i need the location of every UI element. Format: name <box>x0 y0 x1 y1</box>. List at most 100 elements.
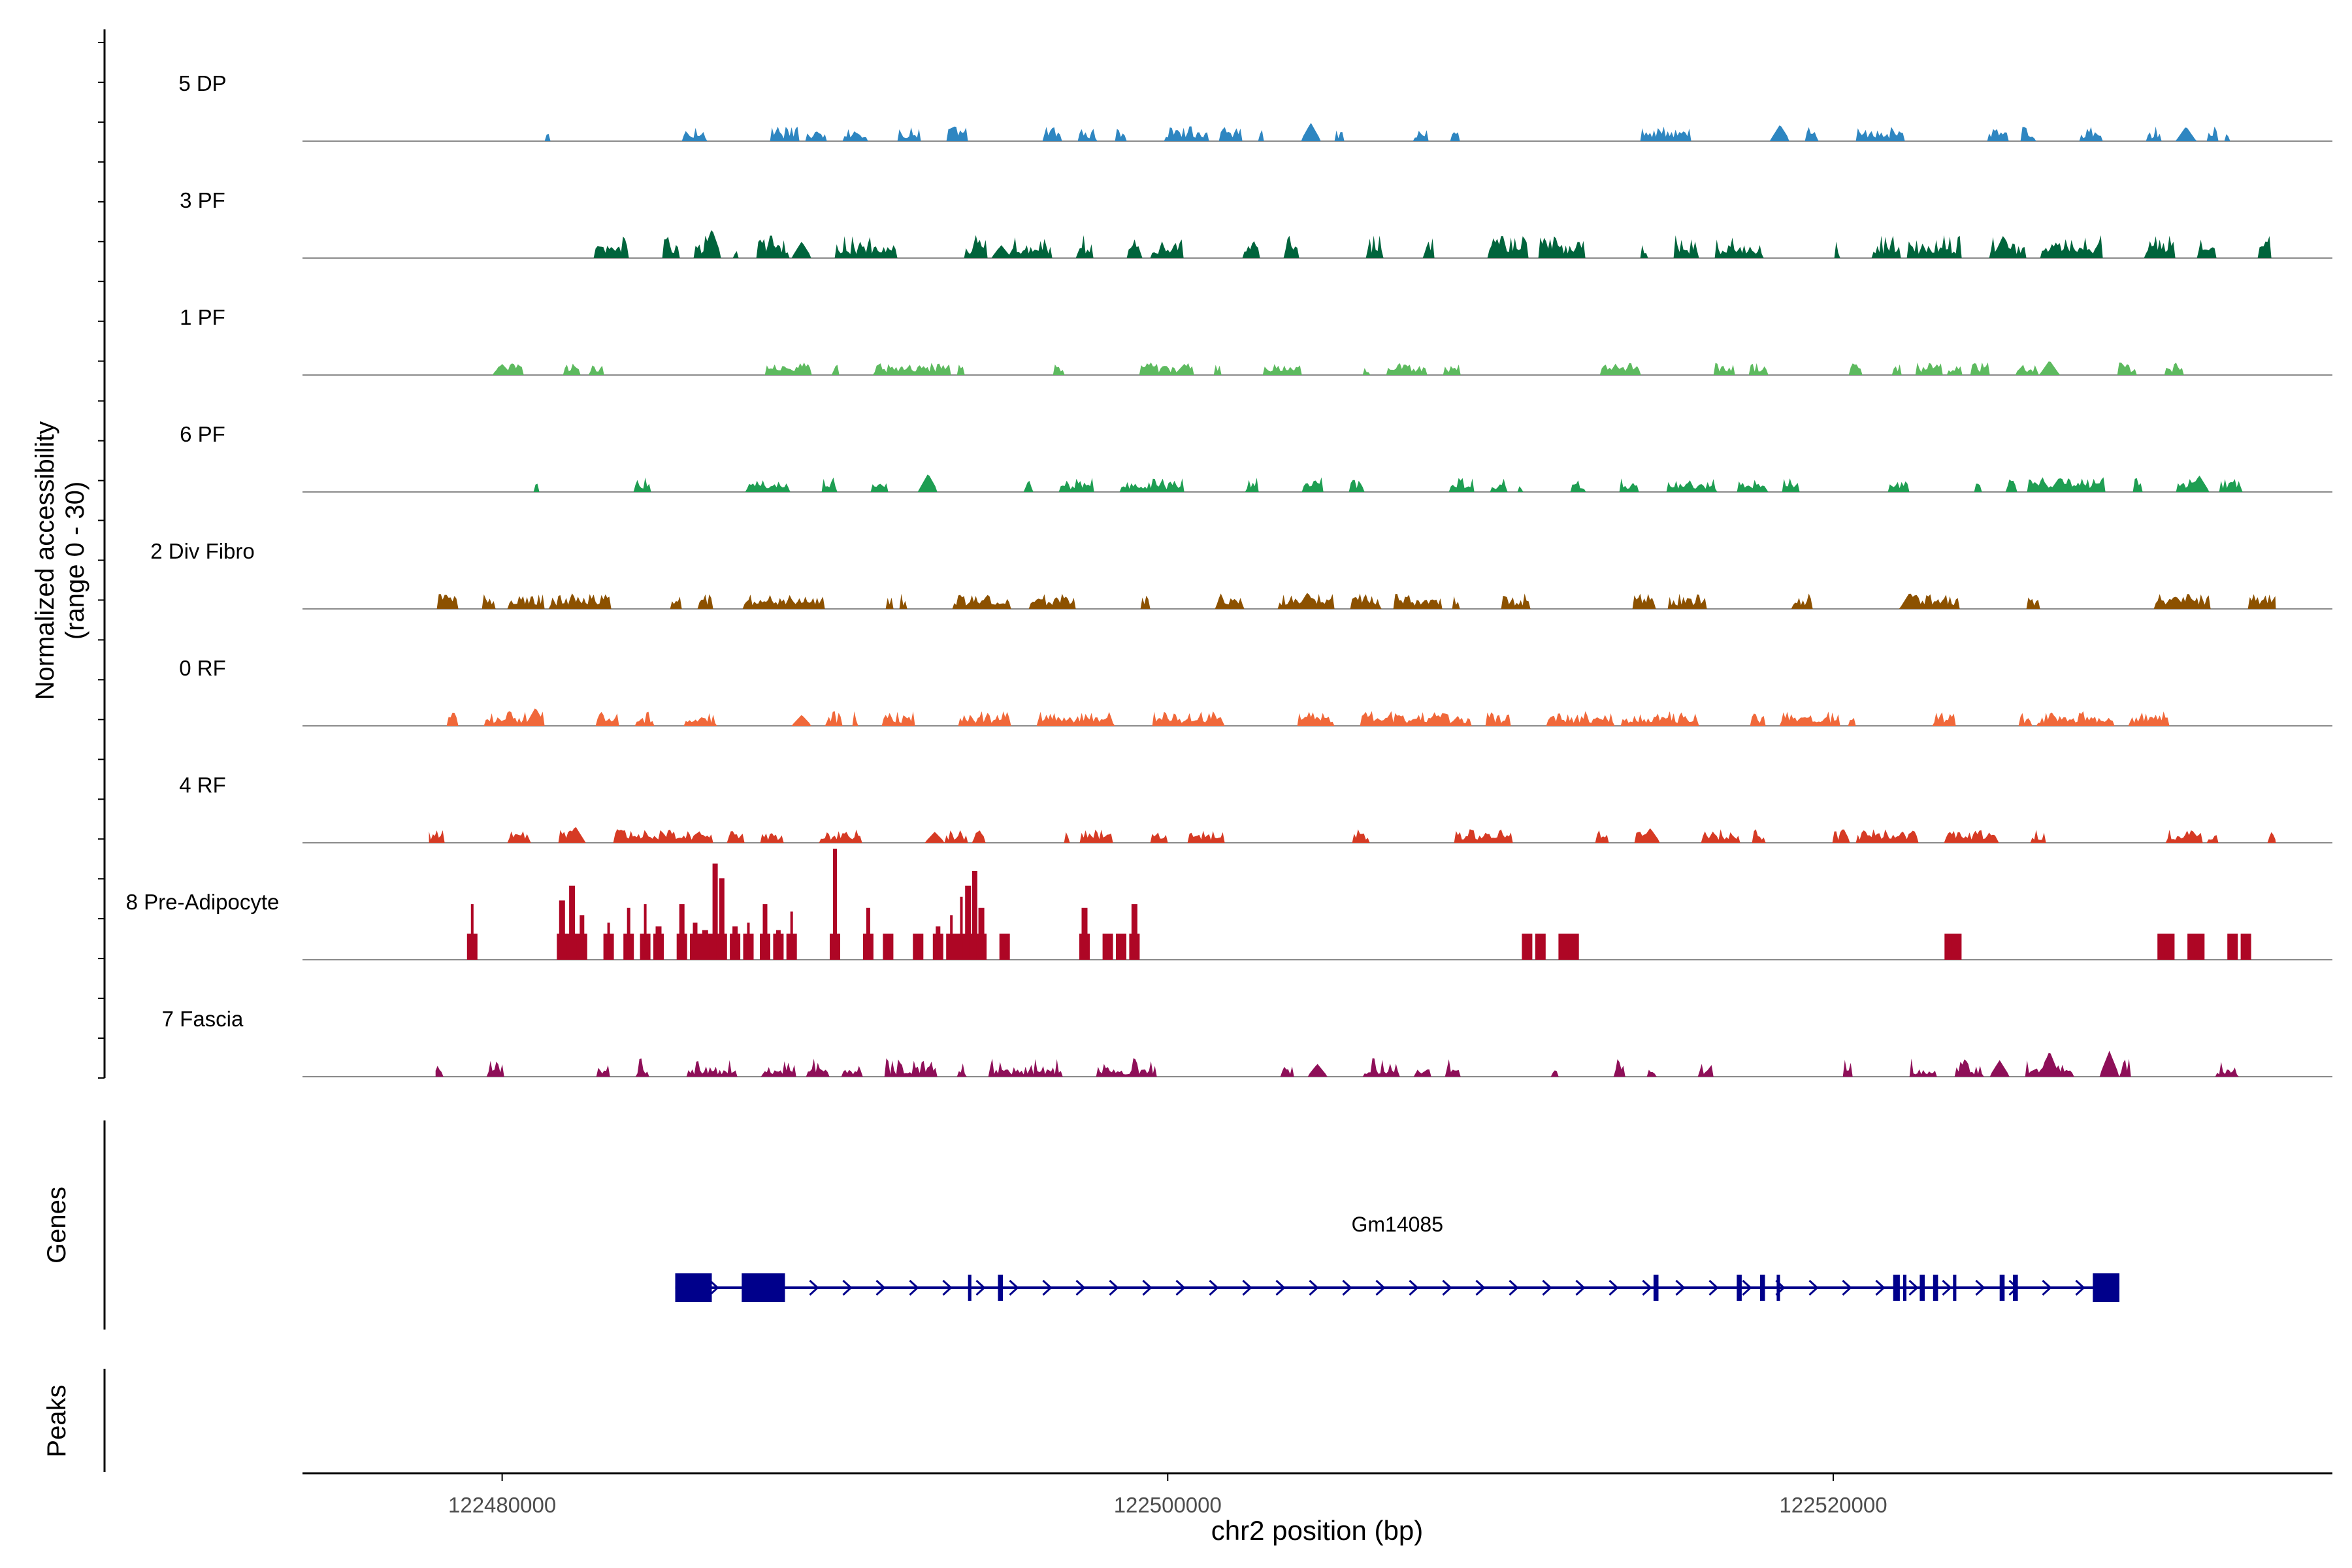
coverage-block <box>566 934 578 960</box>
coverage-area <box>429 593 2276 609</box>
coverage-block <box>1102 934 1113 960</box>
gene-exon <box>998 1275 1004 1301</box>
strand-arrow <box>1042 1279 1053 1296</box>
coverage-y-ticks <box>98 42 105 1079</box>
coverage-block <box>913 934 924 960</box>
strand-arrow <box>1242 1279 1252 1296</box>
coverage-block <box>883 934 894 960</box>
strand-arrow <box>1708 1279 1719 1296</box>
strand-arrow <box>709 1279 719 1296</box>
coverage-block <box>946 934 957 960</box>
genes-panel: Genes Gm14085 <box>42 1120 2120 1330</box>
strand-arrow <box>1609 1279 1619 1296</box>
coverage-track: 3 PF <box>180 188 2332 259</box>
strand-arrow <box>1808 1279 1819 1296</box>
coverage-spike <box>960 896 963 960</box>
strand-arrow <box>1908 1279 1919 1296</box>
coverage-block <box>623 934 634 960</box>
gene-exon <box>1903 1275 1906 1301</box>
strand-arrow <box>1342 1279 1352 1296</box>
strand-arrow <box>1475 1279 1486 1296</box>
gene-exon <box>1919 1275 1925 1301</box>
coverage-spike <box>833 849 837 960</box>
strand-arrow <box>1642 1279 1652 1296</box>
peaks-panel: Peaks <box>42 1369 106 1472</box>
coverage-block <box>1129 934 1140 960</box>
gene-exon <box>1893 1275 1900 1301</box>
coverage-spike <box>1131 904 1137 960</box>
strand-arrow <box>875 1279 886 1296</box>
strand-arrow <box>1309 1279 1319 1296</box>
x-tick-label: 122480000 <box>448 1493 556 1517</box>
gene-exon <box>2013 1275 2018 1301</box>
coverage-block <box>976 934 987 960</box>
gene-exon <box>1999 1275 2005 1301</box>
coverage-block <box>1951 934 1962 960</box>
coverage-block <box>2240 934 2251 960</box>
strand-arrow <box>1142 1279 1152 1296</box>
gene-exon <box>2093 1273 2119 1302</box>
coverage-spike <box>965 885 972 960</box>
strand-arrow <box>1875 1279 1886 1296</box>
coverage-block <box>1535 934 1546 960</box>
strand-arrow <box>1575 1279 1586 1296</box>
coverage-track: 8 Pre-Adipocyte <box>126 849 2332 960</box>
track-label: 2 Div Fibro <box>150 539 255 563</box>
strand-arrow <box>1375 1279 1386 1296</box>
track-label: 6 PF <box>180 422 225 446</box>
coverage-track: 7 Fascia <box>162 1007 2332 1077</box>
strand-arrow <box>1175 1279 1186 1296</box>
coverage-area <box>429 826 2276 843</box>
coverage-area <box>435 361 2233 375</box>
coverage-area <box>429 230 2276 258</box>
strand-arrow <box>1675 1279 1686 1296</box>
coverage-spike <box>470 904 474 960</box>
gene-name-label: Gm14085 <box>1351 1213 1443 1236</box>
coverage-block <box>2194 934 2205 960</box>
coverage-spike <box>712 863 718 960</box>
coverage-spike <box>972 871 977 960</box>
coverage-block <box>760 934 770 960</box>
strand-arrow <box>1409 1279 1419 1296</box>
strand-arrow <box>1109 1279 1119 1296</box>
strand-arrow <box>809 1279 819 1296</box>
coverage-block <box>862 934 874 960</box>
y-axis-title-line-1: Normalized accessibility <box>31 421 59 700</box>
gene-exon <box>1759 1275 1765 1301</box>
x-tick-label: 122500000 <box>1114 1493 1222 1517</box>
gene-exon <box>1953 1275 1957 1301</box>
strand-arrow <box>1442 1279 1452 1296</box>
track-label: 3 PF <box>180 188 225 212</box>
genes-track-label: Genes <box>42 1186 71 1264</box>
strand-arrow <box>1975 1279 1985 1296</box>
coverage-spike <box>679 904 685 960</box>
strand-arrow <box>1942 1279 1952 1296</box>
gene-exon <box>742 1273 785 1302</box>
coverage-block <box>1079 934 1090 960</box>
strand-arrow <box>1742 1279 1752 1296</box>
coverage-tracks: 5 DP 3 PF 1 PF 6 PF 2 Div Fibro 0 RF 4 RF 8 Pre… <box>126 71 2332 1077</box>
coverage-block <box>1522 934 1533 960</box>
strand-arrow <box>2042 1279 2052 1296</box>
coverage-block <box>557 934 568 960</box>
coverage-block <box>730 934 741 960</box>
track-label: 1 PF <box>180 305 225 329</box>
strand-arrow <box>1509 1279 1519 1296</box>
coverage-area <box>429 123 2276 141</box>
coverage-block <box>653 934 664 960</box>
x-tick-label: 122520000 <box>1779 1493 1887 1517</box>
gene-exon <box>968 1275 972 1301</box>
x-axis-title: chr2 position (bp) <box>1211 1515 1424 1546</box>
track-label: 5 DP <box>178 71 226 95</box>
coverage-block <box>676 934 687 960</box>
coverage-spike <box>569 885 576 960</box>
track-label: 8 Pre-Adipocyte <box>126 890 280 914</box>
coverage-spike <box>719 878 725 960</box>
track-label: 7 Fascia <box>162 1007 244 1031</box>
coverage-spike <box>762 904 768 960</box>
coverage-track: 2 Div Fibro <box>150 539 2332 610</box>
coverage-block <box>603 934 614 960</box>
strand-arrow <box>1075 1279 1086 1296</box>
gene-model <box>675 1273 2120 1302</box>
strand-arrow <box>2075 1279 2085 1296</box>
